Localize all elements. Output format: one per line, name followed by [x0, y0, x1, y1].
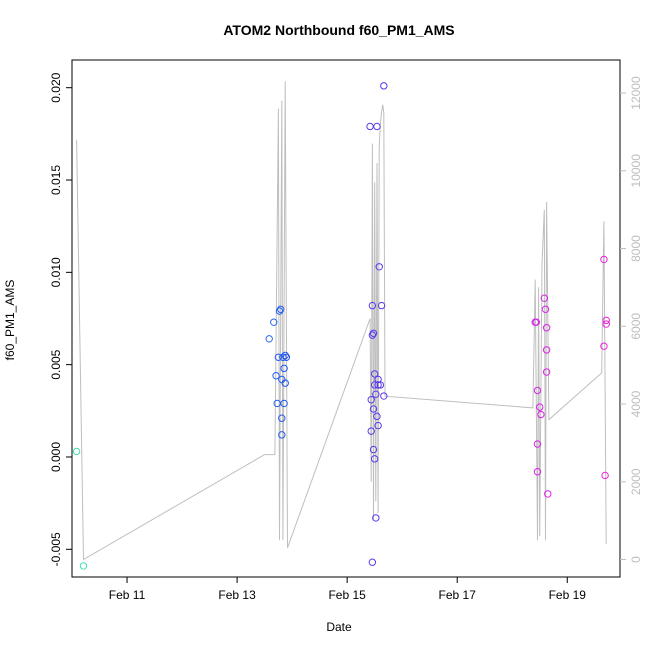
- data-point: [533, 468, 542, 476]
- line-series: [76, 81, 607, 561]
- data-point: [600, 255, 608, 264]
- x-tick-label: Feb 17: [439, 588, 477, 602]
- axes: Feb 11 Feb 13 Feb 15 Feb 17 Feb 19 -0.005 0.00…: [49, 59, 643, 602]
- data-point: [380, 82, 388, 90]
- data-point: [280, 364, 288, 373]
- data-point: [265, 335, 273, 343]
- data-point: [276, 305, 285, 313]
- data-point: [280, 399, 288, 408]
- data-point: [375, 263, 383, 271]
- data-point: [370, 455, 379, 463]
- data-point: [536, 403, 544, 411]
- data-point: [602, 320, 610, 328]
- data-point: [542, 346, 551, 354]
- data-point: [272, 372, 280, 380]
- y-tick-label: 0.010: [49, 257, 63, 287]
- data-point: [368, 558, 377, 566]
- data-point: [368, 331, 377, 339]
- data-point: [279, 353, 287, 361]
- y2-tick-label: 4000: [629, 390, 643, 417]
- data-point: [600, 342, 608, 350]
- data-point: [372, 514, 380, 522]
- data-point: [601, 471, 609, 480]
- y-axis-label: f60_PM1_AMS: [3, 280, 17, 361]
- data-point: [366, 122, 374, 131]
- data-point: [373, 412, 381, 421]
- data-point: [274, 353, 283, 361]
- data-point: [368, 301, 377, 310]
- data-point: [374, 421, 382, 430]
- data-point: [282, 353, 291, 361]
- y2-tick-label: 8000: [629, 235, 643, 262]
- y-tick-label: 0.020: [49, 72, 63, 102]
- data-point: [533, 386, 542, 395]
- data-point: [270, 318, 278, 326]
- data-point: [367, 396, 375, 404]
- data-point: [602, 316, 610, 325]
- x-axis-label: Date: [326, 620, 352, 634]
- data-point: [542, 368, 551, 376]
- y2-tick-label: 12000: [629, 76, 643, 110]
- y2-tick-label: 0: [629, 556, 643, 563]
- x-tick-label: Feb 19: [549, 588, 587, 602]
- plot-frame: [71, 59, 621, 578]
- y2-tick-label: 10000: [629, 154, 643, 188]
- data-point: [542, 324, 551, 332]
- data-point: [278, 414, 286, 422]
- y-tick-label: 0.005: [49, 349, 63, 379]
- data-point: [367, 427, 375, 435]
- data-point: [370, 370, 379, 378]
- data-point: [540, 294, 549, 302]
- y-tick-label: -0.005: [49, 532, 63, 566]
- data-point: [374, 381, 382, 389]
- data-point: [278, 431, 286, 439]
- data-point: [376, 381, 385, 389]
- data-point: [372, 390, 380, 398]
- data-point: [370, 381, 379, 389]
- data-point: [281, 379, 289, 387]
- data-point: [373, 122, 381, 131]
- y2-tick-label: 2000: [629, 468, 643, 495]
- data-point: [72, 447, 81, 456]
- data-point: [369, 405, 378, 413]
- data-point: [532, 318, 541, 326]
- x-tick-label: Feb 15: [328, 588, 366, 602]
- y-tick-label: 0.015: [49, 165, 63, 195]
- data-point: [544, 490, 552, 498]
- data-point: [281, 351, 289, 360]
- x-tick-label: Feb 13: [218, 588, 256, 602]
- series-line: [76, 81, 607, 561]
- data-point: [275, 307, 284, 315]
- data-point: [537, 410, 545, 419]
- x-tick-label: Feb 11: [109, 588, 146, 602]
- chart-title: ATOM2 Northbound f60_PM1_AMS: [223, 22, 454, 38]
- y2-tick-label: 6000: [629, 313, 643, 340]
- y-tick-label: 0.000: [49, 442, 63, 472]
- data-point: [79, 562, 88, 570]
- data-point: [377, 301, 386, 310]
- data-point: [380, 392, 388, 400]
- data-point: [369, 445, 378, 454]
- data-point: [369, 329, 378, 337]
- point-series: [72, 82, 610, 570]
- data-point: [541, 305, 550, 313]
- data-point: [533, 440, 542, 448]
